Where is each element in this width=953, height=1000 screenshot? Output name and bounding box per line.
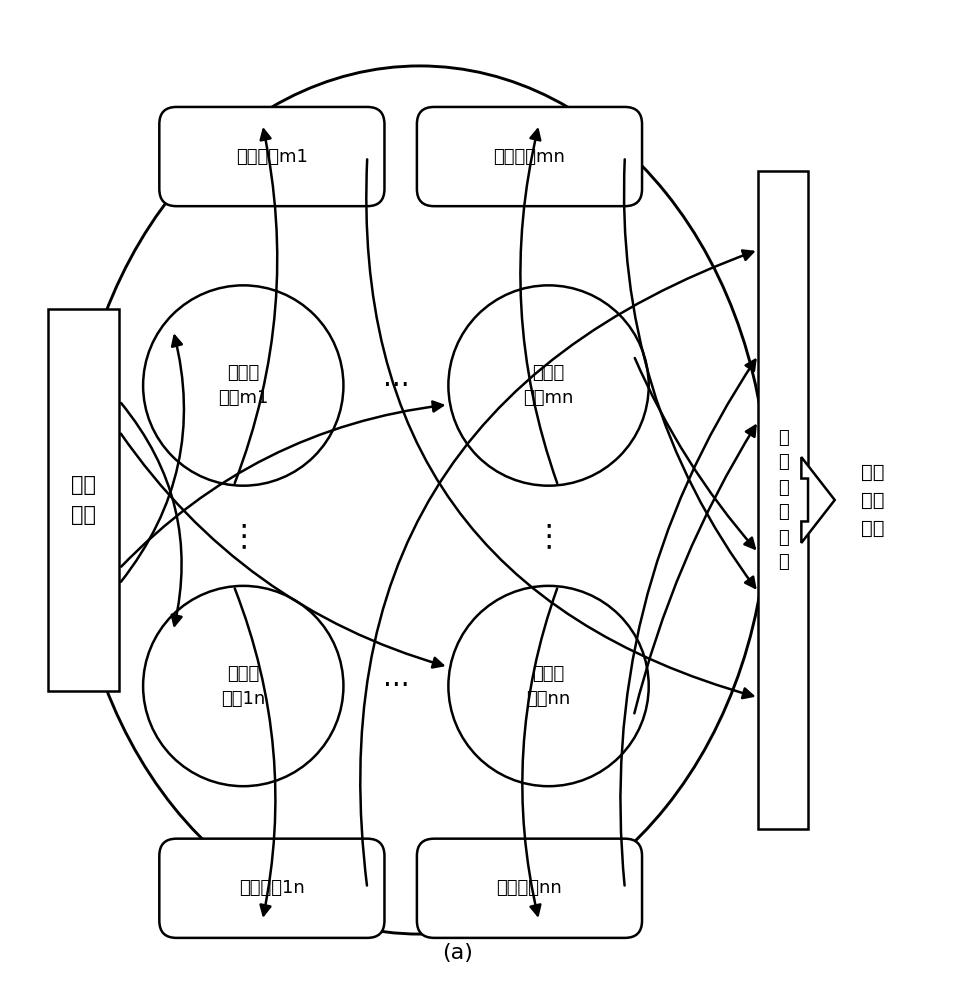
- Text: 抛物面
天线m1: 抛物面 天线m1: [218, 364, 268, 407]
- Text: 射频
功率: 射频 功率: [71, 475, 96, 525]
- Text: 抛物面
天线nn: 抛物面 天线nn: [526, 665, 570, 708]
- Text: ···: ···: [382, 372, 409, 400]
- FancyBboxPatch shape: [159, 839, 384, 938]
- Text: 整流电路mn: 整流电路mn: [493, 148, 565, 166]
- Circle shape: [448, 285, 648, 486]
- Circle shape: [143, 586, 343, 786]
- FancyBboxPatch shape: [416, 107, 641, 206]
- Text: ⋮: ⋮: [228, 522, 258, 551]
- FancyBboxPatch shape: [758, 171, 807, 829]
- Text: 直流
功率
输出: 直流 功率 输出: [861, 462, 883, 538]
- Text: 抛物面
天线1n: 抛物面 天线1n: [221, 665, 265, 708]
- Polygon shape: [801, 457, 834, 543]
- FancyBboxPatch shape: [416, 839, 641, 938]
- FancyBboxPatch shape: [159, 107, 384, 206]
- Text: 整流电路1n: 整流电路1n: [239, 879, 304, 897]
- Text: (a): (a): [442, 943, 473, 963]
- Text: ⋮: ⋮: [533, 522, 563, 551]
- FancyBboxPatch shape: [48, 309, 119, 691]
- Circle shape: [143, 285, 343, 486]
- Text: 整流电路nn: 整流电路nn: [497, 879, 561, 897]
- Circle shape: [448, 586, 648, 786]
- Text: 抛物面
天线mn: 抛物面 天线mn: [523, 364, 573, 407]
- Text: ···: ···: [382, 672, 409, 700]
- Text: 整流电路m1: 整流电路m1: [235, 148, 308, 166]
- Text: 直
流
合
成
电
路: 直 流 合 成 电 路: [777, 428, 788, 572]
